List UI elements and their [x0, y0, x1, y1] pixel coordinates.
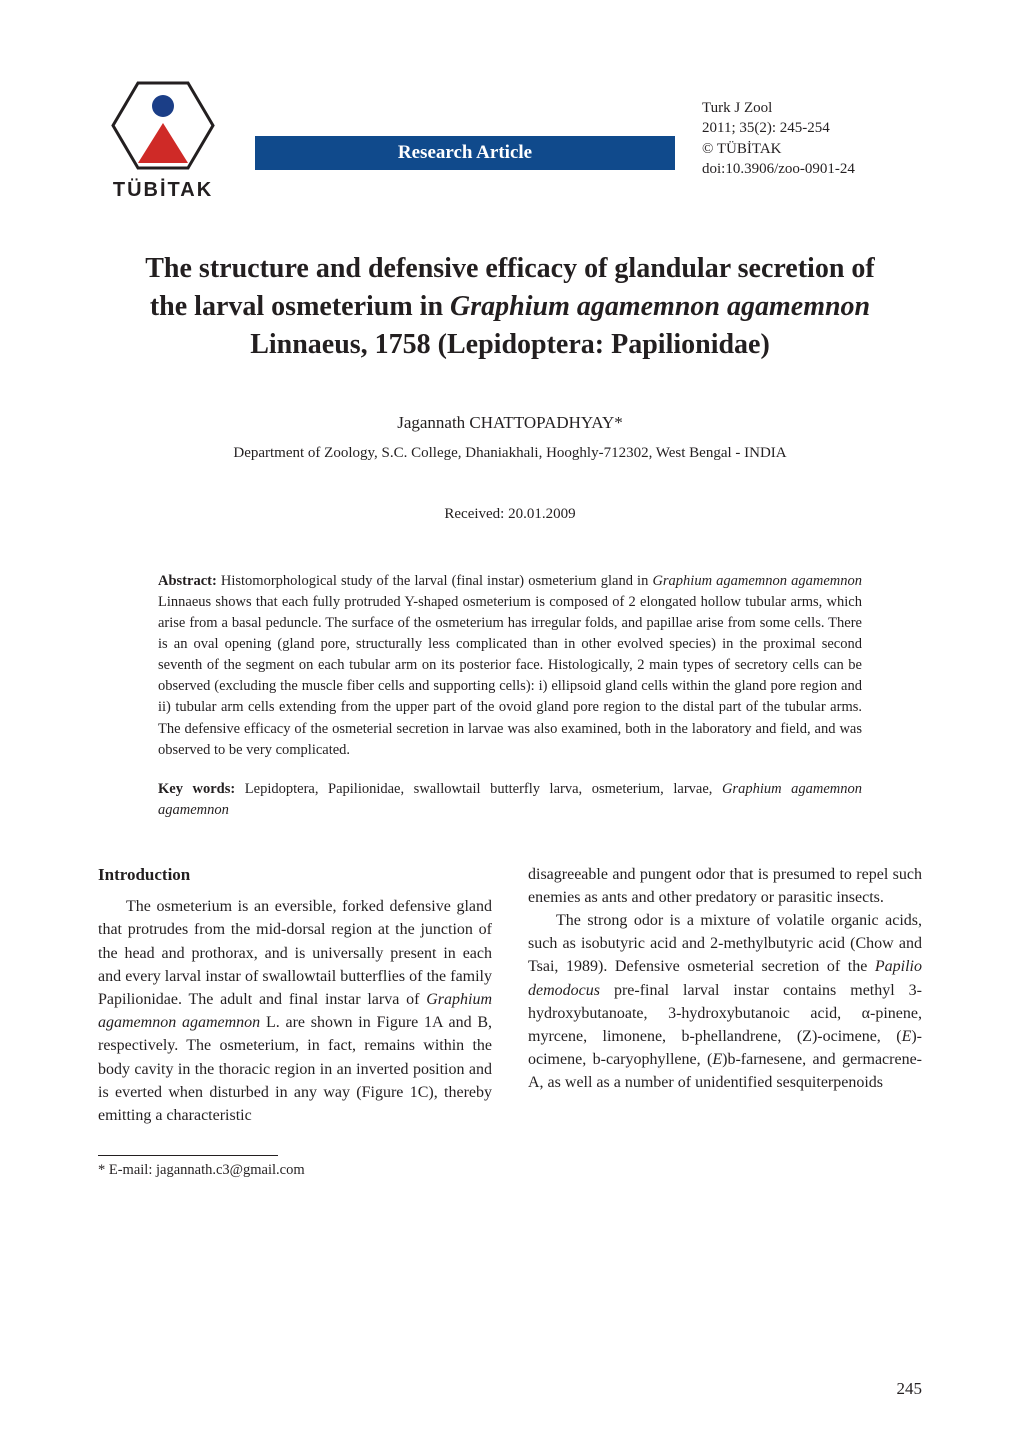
article-title-line: the larval osmeterium in Graphium agamem…: [150, 291, 870, 322]
body-paragraph: disagreeable and pungent odor that is pr…: [528, 863, 922, 909]
publisher-logo-block: TÜBİTAK: [98, 78, 228, 202]
abstract-block: Abstract: Histomorphological study of th…: [158, 571, 862, 760]
journal-meta-line: doi:10.3906/zoo-0901-24: [702, 159, 922, 179]
keywords-label: Key words:: [158, 781, 235, 797]
article-title-line: The structure and defensive efficacy of …: [145, 253, 874, 284]
author-affiliation: Department of Zoology, S.C. College, Dha…: [98, 445, 922, 462]
body-columns: Introduction The osmeterium is an eversi…: [98, 863, 922, 1128]
abstract-text: Histomorphological study of the larval (…: [158, 573, 862, 757]
keywords-text: Lepidoptera, Papilionidae, swallowtail b…: [158, 781, 862, 818]
header-region: TÜBİTAK Research Article Turk J Zool 201…: [98, 78, 922, 202]
article-title-line: Linnaeus, 1758 (Lepidoptera: Papilionida…: [250, 329, 770, 360]
article-title: The structure and defensive efficacy of …: [100, 250, 920, 363]
keywords-block: Key words: Lepidoptera, Papilionidae, sw…: [158, 779, 862, 821]
journal-meta-line: 2011; 35(2): 245-254: [702, 118, 922, 138]
section-heading-introduction: Introduction: [98, 863, 492, 888]
journal-meta-line: Turk J Zool: [702, 98, 922, 118]
corresponding-author-footnote: * E-mail: jagannath.c3@gmail.com: [98, 1162, 922, 1179]
journal-meta: Turk J Zool 2011; 35(2): 245-254 © TÜBİT…: [702, 78, 922, 179]
publisher-logo-label: TÜBİTAK: [98, 179, 228, 202]
received-date: Received: 20.01.2009: [98, 506, 922, 523]
tubitak-logo-icon: [108, 78, 218, 173]
footnote-rule: [98, 1155, 278, 1156]
journal-meta-line: © TÜBİTAK: [702, 139, 922, 159]
article-type-banner: Research Article: [255, 136, 675, 170]
body-paragraph: The strong odor is a mixture of volatile…: [528, 909, 922, 1095]
body-col-right: disagreeable and pungent odor that is pr…: [528, 863, 922, 1128]
author-name: Jagannath CHATTOPADHYAY*: [98, 413, 922, 433]
banner-column: Research Article: [255, 78, 675, 170]
page-number: 245: [897, 1379, 923, 1399]
body-paragraph: The osmeterium is an eversible, forked d…: [98, 895, 492, 1127]
body-col-left: Introduction The osmeterium is an eversi…: [98, 863, 492, 1128]
abstract-label: Abstract:: [158, 573, 217, 589]
